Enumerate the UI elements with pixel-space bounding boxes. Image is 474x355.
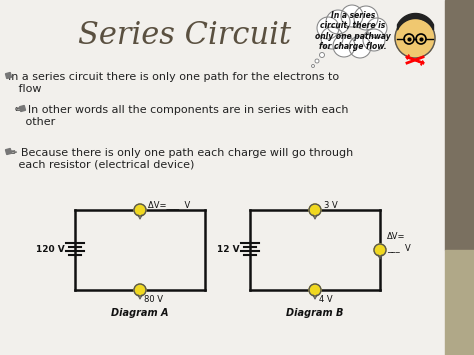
- Circle shape: [309, 204, 321, 216]
- Text: 3 V: 3 V: [324, 202, 338, 211]
- Text: 120 V: 120 V: [36, 246, 65, 255]
- Text: Diagram A: Diagram A: [111, 308, 169, 318]
- Circle shape: [367, 18, 387, 38]
- Text: In a series circuit there is only one path for the electrons to
   flow: In a series circuit there is only one pa…: [8, 72, 339, 94]
- Text: 12 V: 12 V: [218, 246, 240, 255]
- Text: ΔV=___  V: ΔV=___ V: [148, 201, 190, 209]
- Text: 80 V: 80 V: [144, 295, 163, 305]
- Circle shape: [333, 35, 355, 57]
- Circle shape: [363, 29, 385, 51]
- Text: ✏ Because there is only one path each charge will go through
   each resistor (e: ✏ Because there is only one path each ch…: [8, 148, 353, 170]
- FancyArrow shape: [407, 55, 415, 60]
- Text: ✏ In other words all the components are in series with each
     other: ✏ In other words all the components are …: [8, 105, 348, 127]
- Circle shape: [317, 17, 339, 39]
- Circle shape: [309, 284, 321, 296]
- Text: Diagram B: Diagram B: [286, 308, 344, 318]
- Bar: [445, 0, 474, 250]
- Circle shape: [319, 53, 325, 58]
- Circle shape: [349, 36, 371, 58]
- Circle shape: [326, 10, 350, 34]
- Text: In a series
circuit, there is
only one pathway
for charge flow.: In a series circuit, there is only one p…: [315, 11, 391, 51]
- Text: 4 V: 4 V: [319, 295, 333, 305]
- Circle shape: [341, 5, 363, 27]
- Circle shape: [374, 244, 386, 256]
- Circle shape: [395, 18, 435, 58]
- Circle shape: [134, 204, 146, 216]
- Circle shape: [321, 27, 343, 49]
- Text: Series Circuit: Series Circuit: [78, 20, 292, 50]
- Text: ΔV=
___  V: ΔV= ___ V: [387, 232, 411, 252]
- Circle shape: [311, 65, 315, 67]
- Circle shape: [134, 284, 146, 296]
- Circle shape: [354, 6, 378, 30]
- Circle shape: [315, 59, 319, 63]
- FancyArrow shape: [415, 60, 423, 65]
- Bar: [445, 250, 474, 355]
